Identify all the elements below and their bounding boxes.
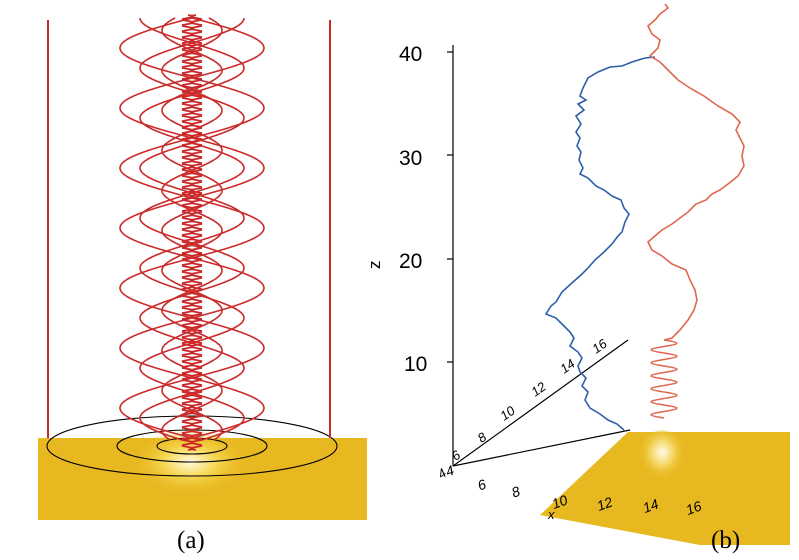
z-tick-label: 40 (399, 43, 422, 66)
z-tick-label: 20 (399, 250, 422, 273)
x-tick-labels: 4 6 8 10 12 14 16 x (443, 462, 704, 522)
salmon-helix-coil (650, 339, 678, 419)
y-tick-labels: 4 6 8 10 12 14 16 (435, 335, 611, 481)
z-tick-label: 10 (404, 353, 427, 376)
y-tick-label: 10 (497, 402, 518, 423)
central-core-coil (189, 14, 203, 451)
z-tick-label: 30 (399, 147, 422, 170)
x-axis-line (452, 429, 631, 467)
y-tick-label: 16 (589, 335, 610, 356)
x-tick-label: 12 (595, 494, 615, 514)
z-tick-marks (447, 51, 453, 363)
caption-b: (b) (711, 527, 741, 554)
x-tick-label: 16 (684, 498, 704, 518)
x-tick-label: 14 (641, 496, 661, 516)
x-tick-label: 10 (550, 492, 570, 512)
y-tick-label: 8 (475, 429, 490, 446)
central-flux-core (181, 14, 203, 451)
field-line-salmon (647, 3, 745, 341)
x-axis-label: x (547, 507, 555, 522)
caption-a: (a) (177, 527, 205, 554)
y-tick-label: 12 (528, 378, 549, 399)
z-axis-label: z (365, 261, 384, 270)
x-tick-label: 8 (509, 483, 522, 501)
helical-field-line (119, 17, 265, 441)
y-axis-line (452, 339, 629, 467)
flux-ring-outer (46, 415, 338, 477)
field-line-salmon-helix (650, 339, 678, 419)
x-tick-label: 6 (475, 476, 488, 494)
helical-field-line (119, 17, 265, 441)
helical-field-lines (119, 17, 265, 441)
panel-b: 10 20 30 40 z 4 6 8 10 12 14 16 4 6 8 10… (365, 3, 790, 545)
axes-b (452, 45, 631, 467)
surface-bump-b (638, 430, 686, 486)
y-tick-label: 14 (557, 356, 577, 377)
y-tick-label: 6 (449, 447, 464, 464)
helical-field-line (139, 17, 245, 441)
surface-b (540, 432, 790, 545)
field-line-blue (544, 56, 656, 431)
helical-field-line (139, 17, 245, 441)
panel-a (38, 14, 367, 520)
